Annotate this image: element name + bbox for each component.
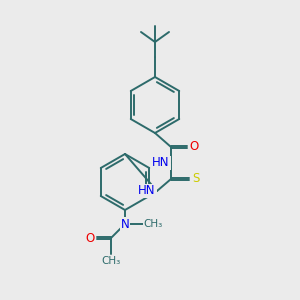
Text: S: S: [192, 172, 200, 185]
Text: CH₃: CH₃: [101, 256, 121, 266]
Text: O: O: [85, 232, 94, 244]
Text: HN: HN: [138, 184, 156, 197]
Text: CH₃: CH₃: [143, 219, 163, 229]
Text: HN: HN: [152, 157, 170, 169]
Text: O: O: [189, 140, 199, 154]
Text: N: N: [121, 218, 129, 230]
